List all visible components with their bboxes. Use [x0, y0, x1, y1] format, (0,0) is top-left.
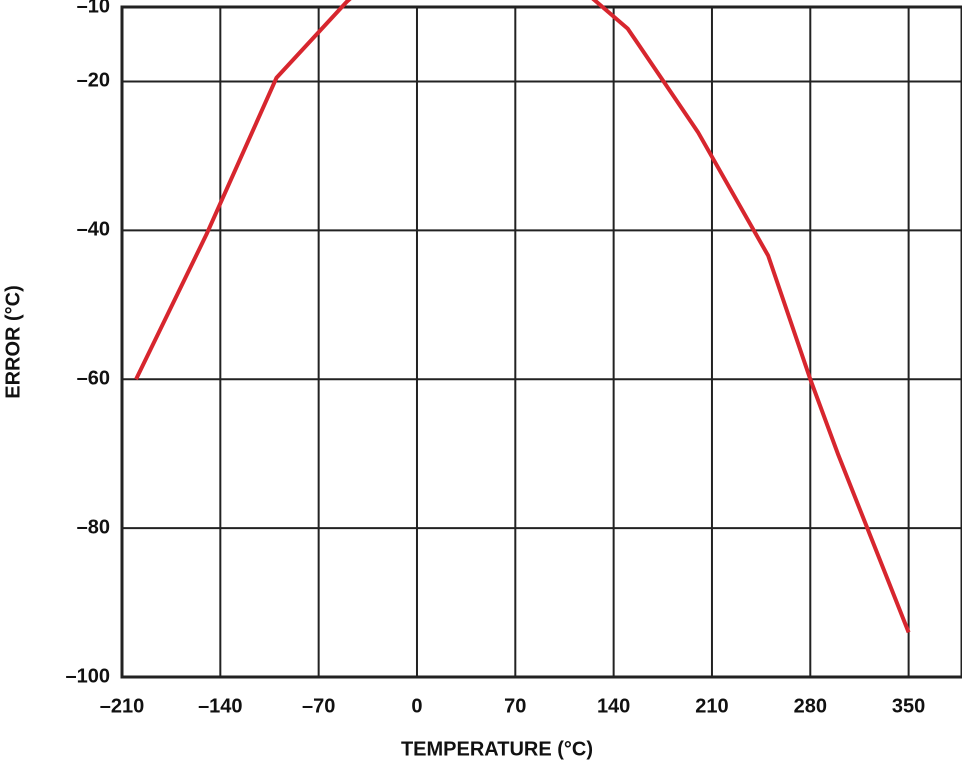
- x-tick-label: –210: [100, 695, 145, 717]
- data-line: [134, 0, 911, 634]
- y-tick-label: –80: [77, 516, 110, 538]
- y-tick-label: –100: [66, 665, 111, 687]
- x-tick-label: 140: [597, 695, 630, 717]
- y-tick-label: –10: [77, 0, 110, 17]
- y-axis-label: ERROR (°C): [2, 285, 24, 399]
- x-tick-label: 350: [892, 695, 925, 717]
- x-tick-label: 0: [411, 695, 422, 717]
- x-tick-label: –70: [302, 695, 335, 717]
- x-tick-label: 280: [794, 695, 827, 717]
- x-tick-label: 210: [695, 695, 728, 717]
- plot-frame: [120, 5, 962, 679]
- y-tick-label: –20: [77, 70, 110, 92]
- x-tick-label: –140: [198, 695, 243, 717]
- y-tick-label: –40: [77, 219, 110, 241]
- y-tick-label: –60: [77, 368, 110, 390]
- x-tick-label: 70: [504, 695, 526, 717]
- x-axis-label: TEMPERATURE (°C): [401, 738, 593, 760]
